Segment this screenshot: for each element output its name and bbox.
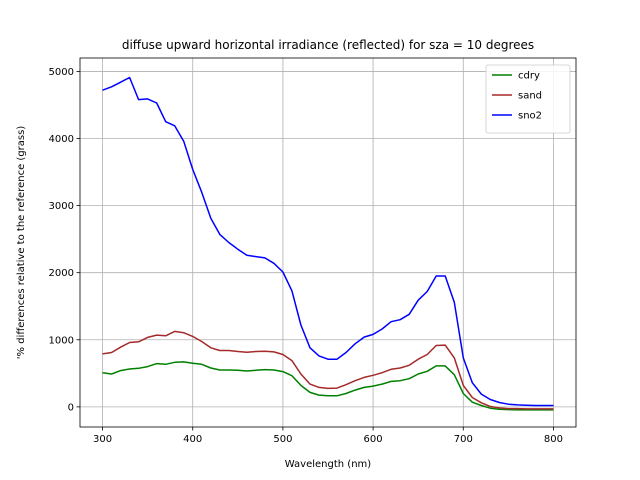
y-tick-label: 5000 — [49, 67, 74, 78]
y-tick-label: 2000 — [49, 268, 74, 279]
x-tick-label: 300 — [93, 434, 112, 445]
series-lines — [102, 76, 554, 411]
legend-box — [485, 64, 571, 134]
legend-label-sno2: sno2 — [518, 111, 542, 122]
x-tick-label: 800 — [544, 434, 563, 445]
axis-ticks: 300 400 500 600 700 800 0 1000 2000 3000 4000 5000 — [49, 67, 563, 445]
series-line-sno2 — [102, 76, 554, 407]
series-line-sand — [102, 330, 554, 410]
y-tick-label: 3000 — [49, 201, 74, 212]
y-tick-label: 4000 — [49, 134, 74, 145]
y-tick-label: 0 — [68, 402, 74, 413]
x-tick-label: 400 — [183, 434, 202, 445]
x-tick-label: 700 — [454, 434, 473, 445]
series-line-cdry — [102, 361, 554, 411]
y-tick-label: 1000 — [49, 335, 74, 346]
legend: cdry sand sno2 — [485, 64, 571, 134]
grid — [80, 58, 576, 427]
legend-label-sand: sand — [518, 91, 542, 102]
legend-label-cdry: cdry — [518, 71, 540, 82]
x-axis-label: Wavelength (nm) — [285, 459, 371, 470]
y-axis-label: '% differences relative to the reference… — [16, 126, 27, 360]
plot-frame — [79, 57, 577, 428]
chart-title: diffuse upward horizontal irradiance (re… — [122, 38, 534, 52]
x-tick-label: 600 — [364, 434, 383, 445]
x-tick-label: 500 — [273, 434, 292, 445]
